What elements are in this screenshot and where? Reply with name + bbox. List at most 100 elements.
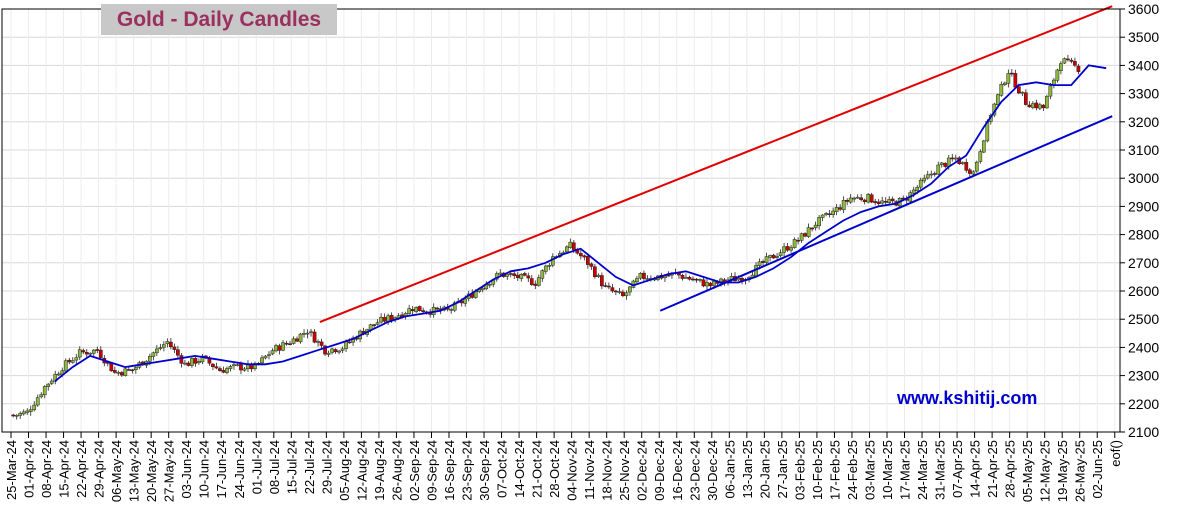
- x-tick-label: 12-Aug-24: [354, 440, 369, 501]
- x-tick-label: 09-Dec-24: [652, 440, 667, 501]
- candle-body: [421, 310, 426, 313]
- candle-body: [526, 275, 531, 279]
- candle-body: [508, 273, 513, 275]
- y-tick-label: 2300: [1128, 368, 1159, 384]
- x-tick-label: 13-May-24: [127, 440, 142, 502]
- candle-body: [810, 227, 814, 230]
- candle-body: [347, 341, 352, 344]
- candle-body: [14, 414, 19, 417]
- candle-body: [687, 277, 692, 280]
- candle-body: [841, 200, 846, 211]
- candle-body: [323, 345, 327, 355]
- candle-body: [239, 364, 243, 371]
- x-tick-label: 15-Jul-24: [284, 440, 299, 494]
- candle-body: [498, 272, 503, 275]
- candle-body: [1066, 58, 1070, 61]
- candle-body: [803, 233, 807, 237]
- x-tick-label: 26-May-25: [1073, 440, 1088, 502]
- candle-body: [582, 255, 587, 258]
- x-tick-label: 03-Jun-24: [179, 440, 194, 499]
- x-tick-label: 12-May-25: [1038, 440, 1053, 502]
- y-tick-label: 3300: [1128, 86, 1159, 102]
- candle-body: [953, 157, 958, 160]
- x-tick-label: 27-Jan-25: [775, 440, 790, 499]
- candle-body: [950, 157, 955, 160]
- candle-body: [771, 254, 776, 259]
- candle-body: [824, 213, 828, 215]
- x-tick-label: 07-Oct-24: [495, 440, 510, 498]
- candle-body: [635, 278, 639, 283]
- candle-body: [344, 341, 348, 349]
- candle-body: [274, 345, 278, 352]
- candle-body: [39, 394, 44, 398]
- x-tick-label: 10-Feb-25: [810, 440, 825, 500]
- candle-body: [487, 283, 492, 286]
- x-tick-label: 24-Feb-25: [845, 440, 860, 500]
- candle-body: [148, 356, 152, 362]
- y-tick-label: 2400: [1128, 339, 1159, 355]
- candle-body: [18, 412, 23, 416]
- x-tick-label: 26-Aug-24: [389, 440, 404, 501]
- candle-body: [624, 292, 629, 297]
- candle-body: [834, 207, 839, 212]
- candle-body: [330, 348, 334, 353]
- candle-body: [880, 200, 885, 204]
- moving-average-line: [54, 64, 1107, 382]
- candle-body: [981, 140, 986, 153]
- x-tick-label: 06-May-24: [109, 440, 124, 502]
- x-tick-label: 30-Dec-24: [705, 440, 720, 501]
- x-tick-label: 11-Nov-24: [582, 440, 597, 500]
- x-tick-label: 24-Jun-24: [232, 440, 247, 499]
- candle-body: [88, 352, 93, 355]
- x-tick-label: 02-Jun-25: [1090, 440, 1105, 499]
- candle-body: [270, 350, 275, 355]
- candle-body: [232, 364, 236, 366]
- resistance-trendline: [319, 5, 1113, 323]
- candle-body: [757, 261, 762, 266]
- candle-body: [70, 360, 75, 363]
- candle-body: [712, 281, 716, 286]
- candle-body: [764, 256, 769, 263]
- x-tick-label: 16-Dec-24: [670, 440, 685, 501]
- candle-body: [736, 278, 741, 281]
- candle-body: [792, 239, 797, 248]
- candle-body: [603, 285, 608, 287]
- y-tick-label: 2700: [1128, 255, 1159, 271]
- candle-body: [284, 342, 289, 345]
- candle-body: [936, 164, 941, 175]
- axes: 2100 2200 2300 2400 2500 2600 2700 2800 2900 3000…: [1, 1, 1159, 502]
- x-tick-label: 16-Sep-24: [442, 440, 457, 501]
- candle-body: [277, 345, 282, 351]
- candle-body: [939, 162, 944, 165]
- candle-body: [883, 201, 888, 203]
- candle-body: [782, 246, 786, 253]
- candle-body: [817, 217, 821, 227]
- candle-body: [288, 343, 292, 345]
- x-tick-label: 02-Sep-24: [407, 440, 422, 501]
- candle-body: [123, 368, 128, 376]
- x-tick-label: 03-Mar-25: [862, 440, 877, 500]
- moving-average-polyline: [54, 64, 1107, 382]
- candle-body: [46, 383, 51, 388]
- candle-body: [218, 368, 222, 371]
- candle-body: [869, 194, 874, 203]
- candle-body: [179, 355, 184, 364]
- candle-body: [964, 162, 969, 171]
- candle-body: [151, 352, 156, 357]
- candle-body: [193, 357, 198, 364]
- candle-body: [414, 307, 419, 312]
- x-tick-label: 17-Mar-25: [898, 440, 913, 500]
- candle-body: [60, 370, 65, 375]
- y-tick-label: 2600: [1128, 283, 1159, 299]
- x-tick-label: 30-Sep-24: [477, 440, 492, 501]
- candle-body: [761, 261, 765, 263]
- candle-body: [333, 349, 338, 353]
- candle-body: [1031, 103, 1035, 108]
- candle-body: [610, 287, 615, 292]
- x-tick-label: 14-Apr-25: [968, 440, 983, 498]
- y-tick-label: 3200: [1128, 114, 1159, 130]
- candle-body: [1009, 72, 1014, 75]
- candle-body: [684, 277, 688, 279]
- candle-body: [978, 151, 983, 162]
- x-tick-label: eof(): [1108, 440, 1123, 467]
